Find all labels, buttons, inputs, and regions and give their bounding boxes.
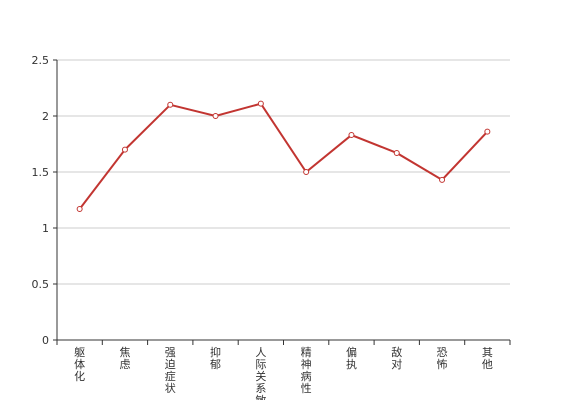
x-tick-label: 抑郁: [210, 345, 221, 371]
point: [257, 100, 264, 107]
series-line: [78, 102, 489, 210]
point: [167, 101, 174, 108]
y-tick-label: 0.5: [32, 278, 50, 291]
point: [303, 169, 310, 175]
y-tick-label: 1.5: [32, 166, 50, 179]
point: [121, 146, 128, 153]
y-tick-label: 2.5: [32, 54, 50, 67]
x-tick-label: 强迫症状: [165, 346, 176, 395]
x-tick-label: 躯体化: [74, 346, 85, 383]
point: [393, 149, 400, 156]
y-tick-label: 2: [42, 110, 49, 123]
point: [212, 113, 219, 119]
x-tick-label: 敌对: [391, 345, 402, 371]
x-tick-label: 精神病性: [301, 346, 312, 395]
x-tick-label: 人际关系敏感: [255, 346, 266, 400]
x-tick-label: 偏执: [346, 345, 357, 371]
point: [439, 176, 446, 183]
y-tick-label: 1: [42, 222, 49, 235]
y-tick-label: 0: [42, 334, 49, 347]
point: [76, 205, 83, 212]
x-tick-label: 其他: [482, 346, 493, 371]
point: [348, 132, 355, 139]
point: [484, 128, 491, 135]
x-tick-label: 恐怖: [437, 346, 448, 371]
x-tick-label: 焦虑: [119, 346, 130, 371]
